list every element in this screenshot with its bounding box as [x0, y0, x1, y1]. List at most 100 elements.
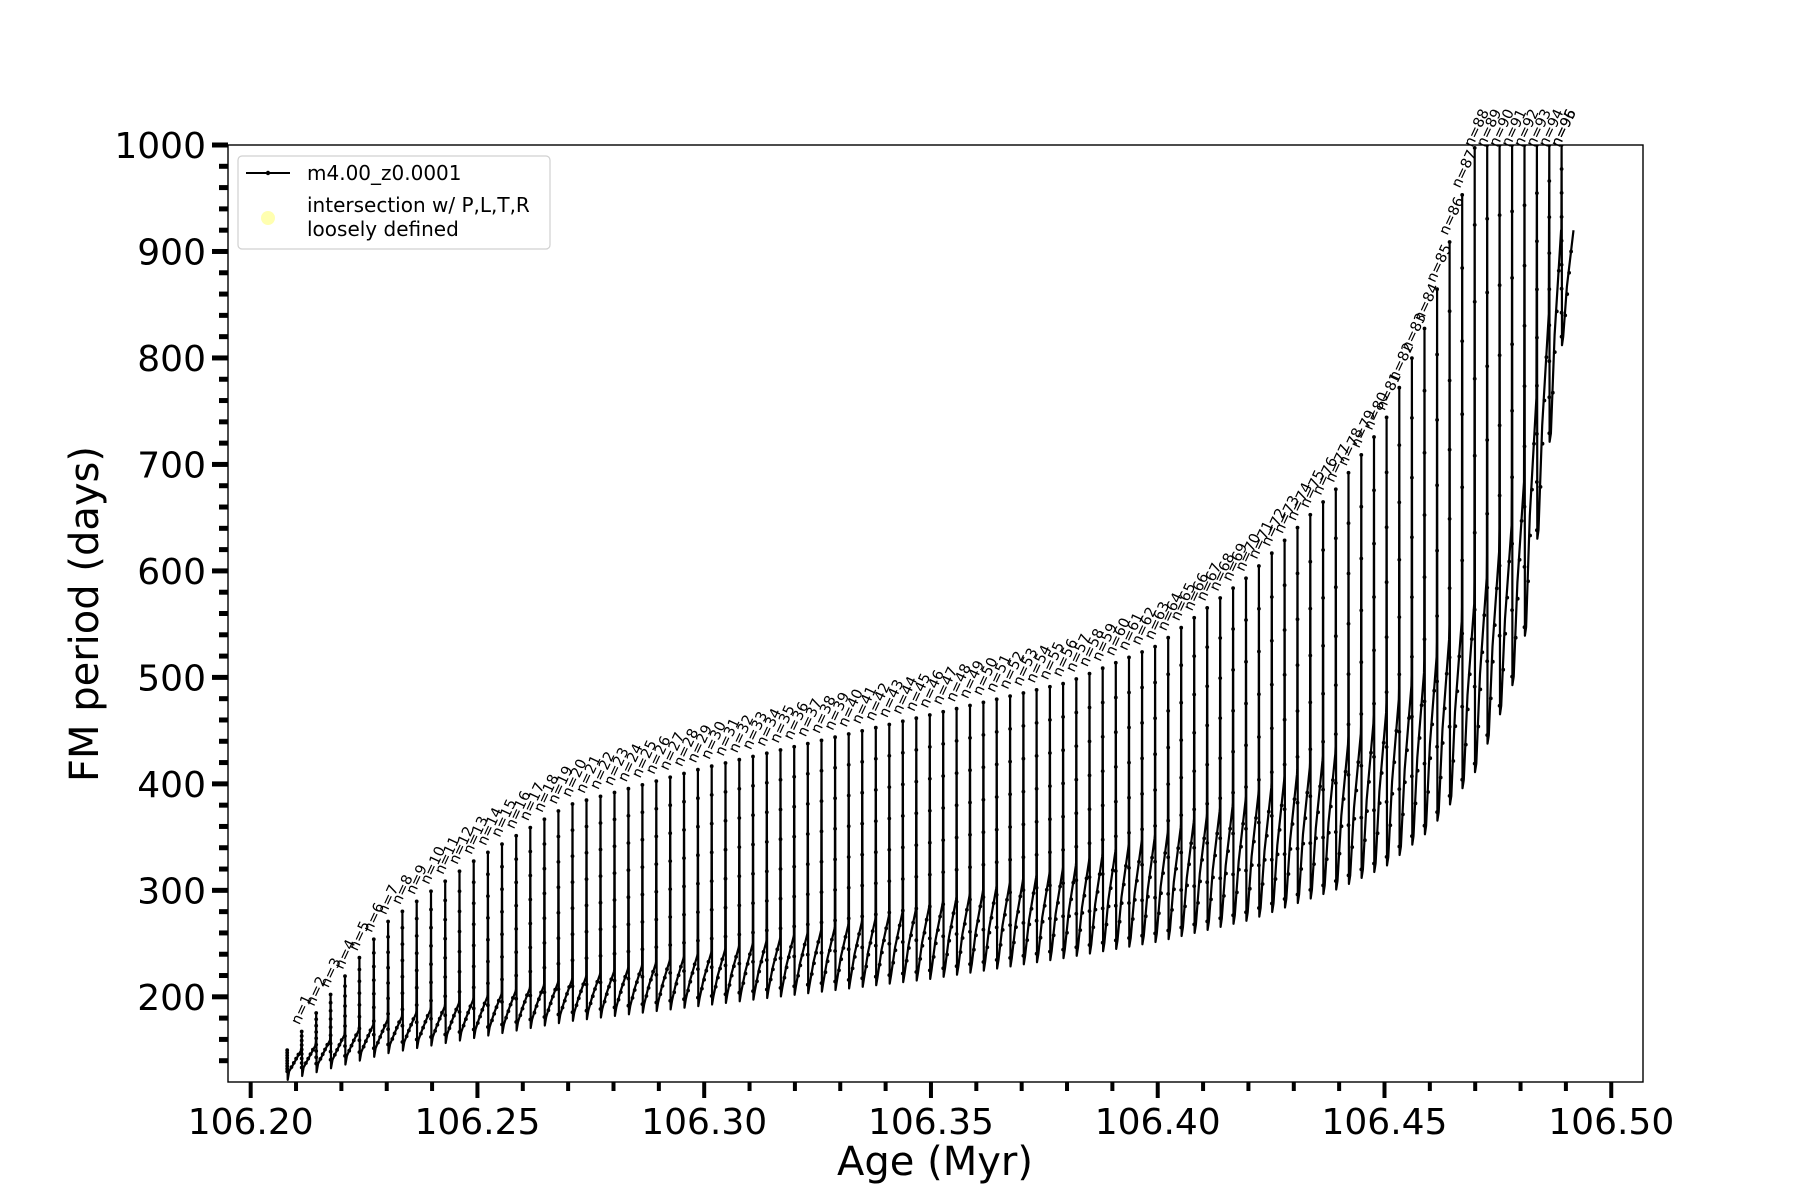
series-point — [400, 942, 405, 946]
series-point — [1176, 846, 1181, 851]
series-point — [1074, 811, 1079, 816]
series-point — [357, 1003, 362, 1007]
series-point — [1061, 848, 1065, 852]
series-point — [1218, 916, 1223, 921]
series-point — [860, 976, 865, 981]
series-point — [349, 1043, 354, 1048]
series-point — [654, 972, 659, 977]
series-point — [696, 796, 700, 801]
series-point — [490, 1018, 494, 1023]
series-point — [987, 930, 992, 935]
series-point — [452, 1013, 456, 1018]
series-point — [1008, 759, 1012, 764]
series-point — [819, 768, 824, 773]
series-point — [1192, 807, 1197, 812]
series-point — [514, 857, 519, 861]
series-point — [1505, 595, 1510, 600]
series-point — [1014, 925, 1018, 929]
series-point — [668, 915, 673, 919]
series-point — [784, 965, 789, 970]
series-point — [1544, 355, 1549, 360]
series-point — [696, 767, 700, 772]
series-point — [1321, 691, 1325, 696]
series-point — [1321, 596, 1325, 600]
series-point — [528, 969, 533, 974]
series-point — [1269, 595, 1274, 599]
series-point — [1244, 576, 1248, 581]
series-point — [429, 980, 433, 985]
series-point — [947, 938, 952, 943]
series-point — [751, 871, 755, 876]
series-point — [805, 952, 810, 957]
series-point — [457, 869, 462, 874]
series-point — [771, 967, 775, 972]
series-point — [1308, 700, 1313, 705]
series-point — [768, 977, 773, 982]
series-point — [1440, 741, 1445, 745]
series-point — [965, 907, 969, 912]
series-point — [1106, 904, 1111, 909]
series-point — [397, 1020, 401, 1025]
series-point — [285, 1056, 290, 1060]
series-point — [994, 958, 999, 962]
series-point — [1183, 904, 1187, 909]
series-point — [679, 964, 683, 969]
series-point — [1422, 761, 1427, 766]
series-point — [954, 899, 959, 904]
series-point — [486, 1025, 490, 1029]
series-point — [1192, 692, 1197, 697]
series-point — [314, 1042, 319, 1047]
series-point — [314, 1061, 319, 1066]
series-point — [1249, 863, 1254, 867]
series-point — [1110, 868, 1115, 872]
series-point — [1257, 649, 1261, 654]
series-point — [1008, 727, 1012, 731]
series-point — [1295, 846, 1300, 851]
series-point — [696, 967, 700, 971]
series-point — [792, 774, 797, 779]
series-point — [1372, 595, 1376, 599]
series-point — [318, 1057, 323, 1061]
series-point — [320, 1052, 325, 1057]
series-point — [887, 879, 892, 883]
series-point — [471, 1006, 476, 1011]
x-tick-label: 106.20 — [188, 1102, 314, 1143]
series-point — [1159, 891, 1163, 896]
series-point — [343, 1044, 347, 1048]
series-point — [1447, 724, 1452, 729]
series-point — [895, 935, 900, 940]
series-point — [709, 994, 714, 998]
series-point — [542, 990, 547, 995]
series-point — [991, 901, 996, 905]
series-point — [1034, 786, 1039, 791]
series-point — [1497, 353, 1502, 358]
series-point — [1535, 239, 1539, 244]
series-point — [1048, 883, 1052, 888]
series-point — [1522, 625, 1527, 630]
series-point — [1365, 809, 1369, 813]
series-point — [704, 968, 709, 973]
series-point — [737, 786, 742, 791]
series-point — [1231, 749, 1235, 754]
series-point — [1301, 841, 1306, 846]
series-point — [511, 996, 515, 1000]
series-point — [1082, 893, 1087, 898]
series-point — [1535, 335, 1539, 340]
series-point — [827, 948, 832, 953]
series-point — [1413, 801, 1418, 806]
series-point — [1435, 548, 1439, 553]
series-point — [386, 950, 390, 955]
series-point — [632, 988, 637, 992]
series-point — [1048, 916, 1052, 921]
series-point — [414, 899, 419, 904]
series-point — [1407, 716, 1411, 720]
series-point — [833, 949, 837, 953]
series-point — [390, 1037, 395, 1041]
series-point — [1179, 813, 1184, 817]
series-point — [819, 799, 824, 803]
x-tick-label: 106.30 — [641, 1102, 767, 1143]
series-point — [299, 1065, 304, 1070]
series-point — [1269, 638, 1274, 643]
x-axis-label: Age (Myr) — [837, 1139, 1033, 1185]
series-point — [1447, 447, 1452, 452]
